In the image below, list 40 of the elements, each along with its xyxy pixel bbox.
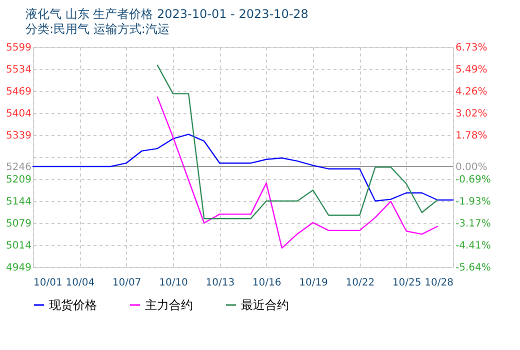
x-tick-label: 10/04 bbox=[66, 278, 95, 288]
legend-label: 现货价格 bbox=[49, 298, 97, 312]
y2-tick-label: 3.02% bbox=[456, 108, 488, 120]
line-series bbox=[156, 96, 438, 249]
y-tick-label: 5404 bbox=[6, 108, 32, 120]
y-tick-label: 5209 bbox=[6, 174, 32, 186]
x-tick-label: 10/13 bbox=[206, 278, 235, 288]
y2-tick-label: -5.64% bbox=[456, 262, 491, 274]
y2-tick-label: 4.26% bbox=[456, 86, 488, 98]
y-tick-label: 5246 bbox=[6, 162, 32, 173]
chart-title: 液化气 山东 生产者价格 2023-10-01 - 2023-10-28 bbox=[26, 7, 308, 21]
y-tick-label: 5014 bbox=[6, 240, 32, 252]
y2-tick-label: -0.69% bbox=[456, 174, 491, 186]
x-tick-label: 10/22 bbox=[346, 278, 375, 288]
y2-tick-label: -3.17% bbox=[456, 218, 491, 230]
y-tick-label: 5469 bbox=[6, 86, 32, 98]
legend-label: 主力合约 bbox=[145, 298, 193, 312]
x-tick-label: 10/16 bbox=[252, 278, 282, 288]
x-tick-label: 10/07 bbox=[112, 278, 142, 288]
x-tick-label: 10/28 bbox=[424, 278, 454, 288]
y2-tick-label: -1.93% bbox=[456, 196, 491, 208]
y-tick-label: 5339 bbox=[6, 130, 32, 142]
y-tick-label: 5079 bbox=[6, 218, 32, 230]
y2-tick-label: 1.78% bbox=[456, 130, 488, 142]
y-tick-label: 5599 bbox=[6, 42, 32, 54]
y2-tick-label: -4.41% bbox=[456, 240, 491, 252]
x-tick-label: 10/25 bbox=[392, 278, 422, 288]
legend-label: 最近合约 bbox=[241, 298, 289, 312]
y2-tick-label: 6.73% bbox=[456, 42, 488, 54]
chart-subtitle: 分类:民用气 运输方式:汽运 bbox=[26, 22, 170, 36]
y-tick-label: 5144 bbox=[6, 196, 32, 208]
line-series bbox=[32, 134, 454, 202]
x-tick-label: 10/19 bbox=[299, 278, 328, 288]
y-tick-label: 5534 bbox=[6, 64, 32, 76]
x-tick-label: 10/01 bbox=[34, 278, 62, 288]
y-tick-label: 4949 bbox=[6, 262, 32, 274]
y2-tick-label: 5.49% bbox=[456, 64, 488, 76]
x-tick-label: 10/10 bbox=[159, 278, 188, 288]
line-series bbox=[156, 64, 438, 220]
y2-tick-label: 0.00% bbox=[456, 162, 488, 174]
